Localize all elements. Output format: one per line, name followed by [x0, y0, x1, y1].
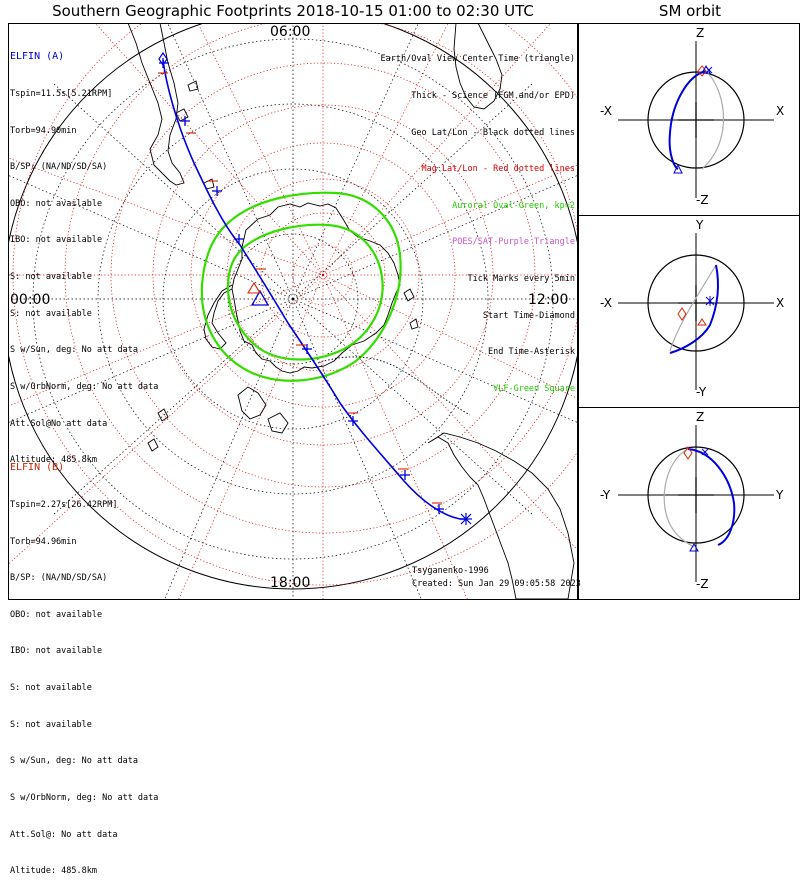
legend-item: POES/SAT-Purple Triangle — [452, 237, 575, 248]
geo-grid — [9, 24, 577, 599]
time-label-left: 00:00 — [10, 292, 51, 308]
elfin-ground-track[interactable] — [162, 59, 466, 520]
islands-left — [175, 80, 215, 190]
elfin-b-line: S: not available — [10, 683, 92, 694]
polar-footprint-map[interactable] — [8, 23, 578, 600]
view-center-triangle-b — [247, 281, 261, 294]
track-tick-marks-b — [158, 72, 442, 504]
view-center-triangle — [250, 289, 270, 306]
new-zealand-coastline — [237, 386, 289, 434]
mag-footprint-dotted — [317, 356, 471, 416]
elfin-a-info: ELFIN (A) Tspin=11.5s[5.21RPM] Torb=94.9… — [10, 27, 158, 479]
legend-item: Tick Marks every 5min — [467, 274, 575, 285]
panel1-right-label: X — [776, 104, 785, 118]
auroral-oval-inner — [226, 223, 384, 361]
elfin-b-info: ELFIN (B) Tspin=2.27s[26.42RPM] Torb=94.… — [10, 438, 158, 890]
time-label-right: 12:00 — [528, 292, 569, 308]
legend-item: Start Time-Diamond — [482, 310, 575, 321]
elfin-a-line: IBO: not available — [10, 235, 103, 246]
end-time-asterisk — [460, 513, 472, 525]
australia-coastline — [427, 432, 575, 599]
legend-item: Geo Lat/Lon - Black dotted lines — [411, 127, 575, 138]
elfin-b-title: ELFIN (B) — [10, 462, 65, 474]
antarctica-coastline — [231, 202, 401, 374]
panel2-left-label: -X — [600, 296, 612, 310]
panel2-top-label: Y — [696, 218, 704, 232]
start-time-diamond — [158, 51, 168, 67]
elfin-b-line: Altitude: 485.8km — [10, 866, 97, 877]
legend-item: Thick - Science (FGM and/or EPD) — [411, 91, 575, 102]
panel1-left-label: -X — [600, 104, 612, 118]
legend-item: VLF-Green Square — [493, 383, 575, 394]
auroral-oval-outer — [200, 191, 402, 382]
africa-coastline — [453, 24, 503, 110]
legend-item: Auroral Oval-Green, kp=2 — [452, 200, 575, 211]
south-america-coastline — [127, 24, 185, 186]
elfin-a-line: Altitude: 485.8km — [10, 455, 97, 466]
elfin-a-line: S: not available — [10, 272, 92, 283]
panel2-right-label: X — [776, 296, 785, 310]
page-title: Southern Geographic Footprints 2018-10-1… — [52, 2, 534, 20]
elfin-b-line: IBO: not available — [10, 646, 103, 657]
panel3-top-label: Z — [696, 410, 705, 424]
created-timestamp: Created: Sun Jan 29 09:05:58 2023 — [412, 579, 581, 589]
elfin-b-line: OBO: not available — [10, 609, 103, 620]
elfin-a-line: S w/OrbNorm, deg: No att data — [10, 381, 159, 392]
elfin-a-line: S w/Sun, deg: No att data — [10, 345, 138, 356]
time-label-top: 06:00 — [270, 24, 311, 40]
panel1-bottom-label: -Z — [696, 193, 709, 207]
sm-orbit-panel-xy[interactable] — [578, 215, 800, 408]
map-legend: Earth/Oval View Center Time (triangle) T… — [381, 29, 575, 407]
map-boundary-circle — [9, 24, 577, 590]
panel3-bottom-label: -Z — [696, 577, 709, 591]
legend-item: Earth/Oval View Center Time (triangle) — [380, 54, 575, 65]
sm-orbit-panel-xz[interactable] — [578, 23, 800, 216]
elfin-b-line: S: not available — [10, 719, 92, 730]
elfin-a-line: S: not available — [10, 308, 92, 319]
elfin-a-line: OBO: not available — [10, 198, 103, 209]
elfin-b-line: Tspin=2.27s[26.42RPM] — [10, 500, 118, 511]
elfin-a-line: Att.Sol@No att data — [10, 418, 108, 429]
sm-orbit-panel-yz[interactable] — [578, 407, 800, 600]
elfin-b-line: B/SP: (NA/ND/SD/SA) — [10, 573, 108, 584]
panel3-left-label: -Y — [600, 488, 611, 502]
panel2-bottom-label: -Y — [696, 385, 707, 399]
panel3-right-label: Y — [776, 488, 784, 502]
elfin-b-line: S w/Sun, deg: No att data — [10, 756, 138, 767]
elfin-b-line: Torb=94.96min — [10, 536, 77, 547]
elfin-b-line: Att.Sol@: No att data — [10, 829, 118, 840]
elfin-a-line: Tspin=11.5s[5.21RPM] — [10, 89, 113, 100]
model-label: Tsyganenko-1996 — [412, 566, 489, 576]
elfin-b-line: S w/OrbNorm, deg: No att data — [10, 792, 159, 803]
elfin-a-line: Torb=94.90min — [10, 125, 77, 136]
panel1-top-label: Z — [696, 26, 705, 40]
elfin-a-line: B/SP: (NA/ND/SD/SA) — [10, 162, 108, 173]
elfin-a-title: ELFIN (A) — [10, 51, 65, 63]
islands-right — [403, 288, 419, 330]
legend-item: Mag Lat/Lon - Red dotted lines — [421, 164, 575, 175]
sm-orbit-title: SM orbit — [658, 2, 722, 20]
legend-item: End Time-Asterisk — [488, 347, 575, 358]
islands-bottom — [147, 408, 169, 452]
time-label-bottom: 18:00 — [270, 575, 311, 591]
